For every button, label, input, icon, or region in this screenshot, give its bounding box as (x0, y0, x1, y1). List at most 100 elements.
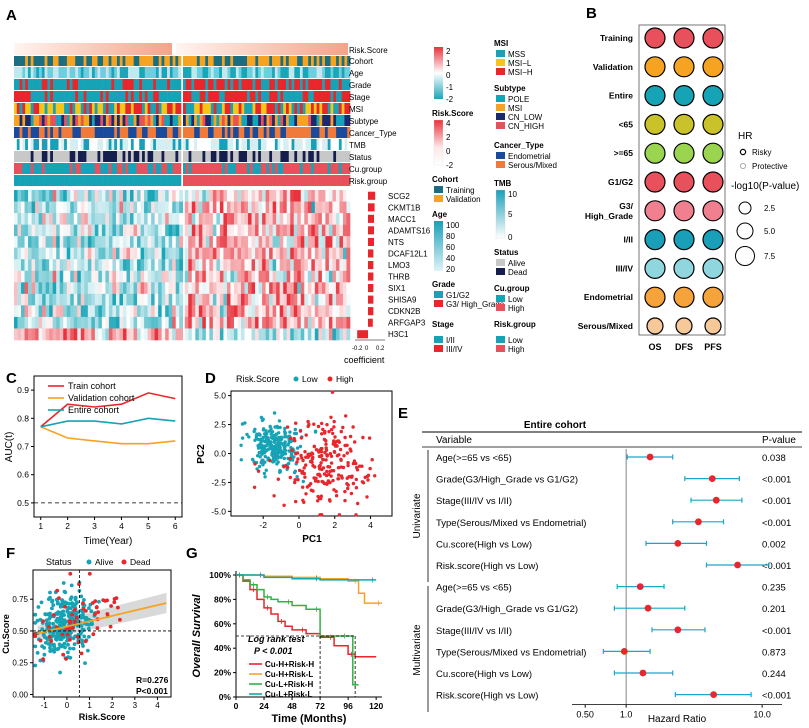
heat-cell (151, 328, 155, 341)
pca-point (274, 443, 278, 447)
heat-cell (205, 236, 210, 248)
heat-cell (325, 316, 330, 329)
track-cell (167, 56, 171, 66)
cu-point (70, 625, 75, 630)
track-cell (58, 91, 62, 102)
heat-cell (297, 236, 302, 248)
heat-cell (244, 270, 249, 283)
heat-cell (154, 190, 159, 202)
heat-cell (262, 293, 266, 306)
heat-cell (137, 259, 141, 272)
heat-cell (258, 270, 263, 283)
bubble-row-label: III/IV (616, 263, 634, 273)
heat-cell (216, 270, 221, 283)
legend-item: MSI−L (508, 59, 532, 68)
heat-cell (49, 224, 53, 237)
track-cell (52, 79, 57, 90)
cu-point (109, 604, 113, 608)
heat-cell (237, 201, 242, 214)
track-label: Risk.Score (349, 46, 388, 55)
heat-cell (198, 270, 203, 283)
heat-cell (105, 293, 110, 306)
heat-cell (140, 236, 145, 248)
heat-cell (63, 328, 68, 341)
pca-point (301, 485, 305, 489)
track-cell (280, 175, 284, 186)
heat-cell (332, 316, 337, 329)
heat-cell (346, 224, 351, 237)
heat-cell (332, 293, 337, 306)
heat-cell (184, 224, 189, 237)
track-cell (297, 79, 301, 90)
heat-cell (147, 213, 152, 225)
heat-cell (184, 328, 189, 341)
track-cell (244, 127, 248, 138)
track-cell (224, 163, 228, 174)
track-cell (55, 139, 59, 150)
track-cell (341, 91, 345, 102)
track-cell (114, 91, 118, 102)
x-axis-label: PC1 (302, 534, 322, 545)
track-cell (80, 115, 84, 126)
legend-label: Low (302, 374, 318, 384)
heat-cell (300, 270, 305, 283)
track-cell (147, 56, 151, 66)
track-cell (241, 91, 245, 102)
heat-cell (80, 293, 85, 306)
track-cell (83, 127, 87, 138)
heat-cell (286, 224, 291, 237)
track-cell (33, 67, 37, 78)
track-cell (108, 56, 112, 66)
heat-cell (219, 259, 224, 272)
track-cell (205, 67, 209, 78)
heat-cell (158, 316, 162, 329)
coef-bar (368, 318, 373, 327)
track-cell (97, 103, 101, 114)
heat-cell (49, 282, 53, 295)
cu-point (48, 649, 53, 653)
heat-cell (191, 224, 196, 237)
heat-cell (321, 224, 326, 237)
heat-cell (279, 201, 284, 214)
cu-point (112, 600, 117, 605)
track-cell (230, 103, 234, 114)
track-cell (172, 56, 176, 66)
track-cell (55, 103, 59, 114)
heat-cell (87, 190, 92, 202)
track-cell (22, 103, 26, 114)
track-cell (100, 67, 104, 78)
heat-cell (241, 328, 245, 341)
heat-cell (269, 316, 273, 329)
heat-cell (66, 247, 71, 260)
track-cell (252, 151, 256, 162)
heat-cell (286, 305, 291, 318)
track-cell (52, 175, 57, 186)
heat-cell (342, 224, 347, 237)
track-cell (269, 115, 273, 126)
track-cell (111, 115, 115, 126)
heat-cell (98, 259, 103, 272)
heat-cell (342, 201, 347, 214)
track-cell (216, 67, 220, 78)
track-cell (169, 79, 173, 90)
track-cell (333, 103, 337, 114)
legend-dot (86, 559, 92, 565)
track-cell (313, 127, 317, 138)
heat-cell (314, 259, 319, 272)
forest-variable: Age(>=65 vs <65) (436, 583, 512, 594)
track-label: Cancer_Type (349, 129, 397, 138)
heat-cell (94, 201, 99, 214)
heat-cell (279, 224, 284, 237)
heat-cell (172, 247, 177, 260)
heat-cell (24, 282, 29, 295)
track-cell (133, 67, 137, 78)
track-cell (191, 103, 195, 114)
track-cell (302, 103, 306, 114)
legend-item: G3/ High_Grade (446, 300, 505, 309)
y-tick-label: 0.6 (17, 470, 29, 480)
track-cell (153, 91, 157, 102)
heat-cell (52, 190, 57, 202)
track-cell (285, 151, 290, 162)
heat-cell (49, 316, 53, 329)
track-cell (347, 79, 351, 90)
